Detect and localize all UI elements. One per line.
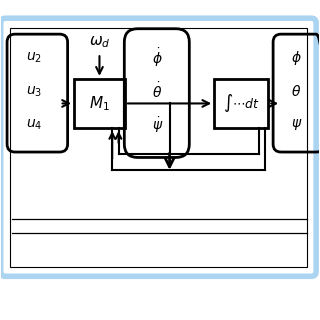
Bar [74,79,125,128]
Text: $\psi$: $\psi$ [291,117,302,132]
Text: $M_1$: $M_1$ [89,94,110,113]
Text: $\dot{\phi}$: $\dot{\phi}$ [152,47,163,69]
Text: $\theta$: $\theta$ [291,84,301,99]
Bar [10,28,307,267]
Text: $u_4$: $u_4$ [26,118,42,132]
Text: $\dot{\theta}$: $\dot{\theta}$ [152,82,163,101]
Text: $\omega_d$: $\omega_d$ [89,34,110,50]
Text: $\phi$: $\phi$ [291,49,302,67]
Text: $\dot{\psi}$: $\dot{\psi}$ [152,115,163,135]
Text: $u_3$: $u_3$ [26,84,42,99]
Bar [214,79,268,128]
Text: $\int \cdots dt$: $\int \cdots dt$ [223,92,260,115]
Text: $u_2$: $u_2$ [26,51,42,65]
